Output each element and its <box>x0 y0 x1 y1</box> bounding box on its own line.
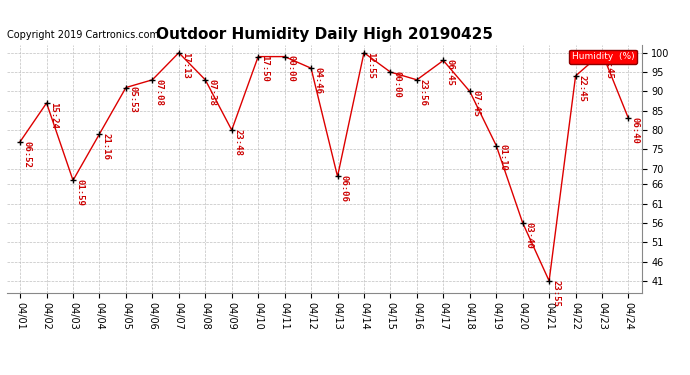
Text: 22:45: 22:45 <box>604 52 613 78</box>
Text: 23:48: 23:48 <box>234 129 243 156</box>
Text: 23:56: 23:56 <box>419 79 428 105</box>
Text: 07:38: 07:38 <box>208 79 217 105</box>
Text: 06:06: 06:06 <box>339 176 348 202</box>
Text: 07:08: 07:08 <box>155 79 164 105</box>
Text: 23:55: 23:55 <box>551 280 560 307</box>
Text: 04:46: 04:46 <box>313 67 322 94</box>
Legend: Humidity  (%): Humidity (%) <box>569 50 637 64</box>
Text: 05:53: 05:53 <box>128 86 137 113</box>
Text: 00:00: 00:00 <box>393 71 402 98</box>
Text: 07:45: 07:45 <box>472 90 481 117</box>
Title: Outdoor Humidity Daily High 20190425: Outdoor Humidity Daily High 20190425 <box>156 27 493 42</box>
Text: 12:55: 12:55 <box>366 52 375 78</box>
Text: 01:10: 01:10 <box>498 144 507 171</box>
Text: 15:24: 15:24 <box>49 102 58 129</box>
Text: 06:52: 06:52 <box>22 141 31 167</box>
Text: 00:00: 00:00 <box>287 56 296 82</box>
Text: 03:40: 03:40 <box>525 222 534 249</box>
Text: Copyright 2019 Cartronics.com: Copyright 2019 Cartronics.com <box>7 30 159 40</box>
Text: 01:59: 01:59 <box>75 179 84 206</box>
Text: 17:13: 17:13 <box>181 52 190 78</box>
Text: 06:45: 06:45 <box>446 59 455 86</box>
Text: 22:45: 22:45 <box>578 75 586 102</box>
Text: 06:40: 06:40 <box>631 117 640 144</box>
Text: 21:16: 21:16 <box>101 133 110 160</box>
Text: 17:50: 17:50 <box>260 56 269 82</box>
